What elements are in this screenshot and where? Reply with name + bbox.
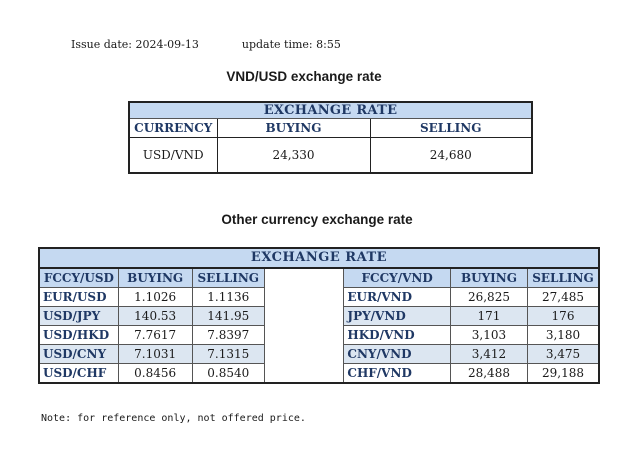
- table-row: USD/VND 24,330 24,680: [129, 137, 532, 173]
- pair-cell: USD/CHF: [39, 363, 119, 383]
- column-header-selling: SELLING: [192, 268, 266, 288]
- buying-cell: 1.1026: [118, 287, 193, 307]
- table-row: USD/CNY 7.1031 7.1315 CNY/VND 3,412 3,47…: [39, 344, 599, 364]
- vnd-usd-table: EXCHANGE RATE CURRENCY BUYING SELLING US…: [128, 101, 534, 174]
- other-rates-heading: Other currency exchange rate: [221, 212, 413, 227]
- table-row: USD/JPY 140.53 141.95 JPY/VND 171 176: [39, 306, 599, 326]
- selling-cell: 3,475: [527, 344, 599, 364]
- buying-cell: 3,412: [450, 344, 529, 364]
- pair-cell: JPY/VND: [343, 306, 451, 326]
- column-header-buying: BUYING: [450, 268, 529, 288]
- pair-cell: USD/CNY: [39, 344, 119, 364]
- buying-cell: 0.8456: [118, 363, 193, 383]
- vnd-usd-table-title: EXCHANGE RATE: [129, 102, 533, 119]
- selling-cell: 3,180: [527, 325, 599, 345]
- buying-cell: 26,825: [450, 287, 529, 307]
- column-header-selling: SELLING: [370, 118, 533, 138]
- pair-cell: CNY/VND: [343, 344, 451, 364]
- other-rates-table-title: EXCHANGE RATE: [39, 248, 599, 269]
- pair-cell: USD/HKD: [39, 325, 119, 345]
- selling-cell: 27,485: [527, 287, 599, 307]
- column-header-fccy-vnd: FCCY/VND: [343, 268, 451, 288]
- pair-cell: EUR/USD: [39, 287, 119, 307]
- selling-cell: 176: [527, 306, 599, 326]
- column-header-buying: BUYING: [118, 268, 193, 288]
- table-row: USD/HKD 7.7617 7.8397 HKD/VND 3,103 3,18…: [39, 325, 599, 345]
- buying-cell: 7.1031: [118, 344, 193, 364]
- selling-cell: 141.95: [192, 306, 266, 326]
- buying-cell: 28,488: [450, 363, 529, 383]
- table-row: USD/CHF 0.8456 0.8540 CHF/VND 28,488 29,…: [39, 363, 599, 383]
- currency-cell: USD/VND: [129, 137, 218, 173]
- pair-cell: HKD/VND: [343, 325, 451, 345]
- pair-cell: EUR/VND: [343, 287, 451, 307]
- buying-cell: 3,103: [450, 325, 529, 345]
- issue-date: 2024-09-13: [135, 38, 199, 51]
- other-rates-table: EXCHANGE RATE FCCY/USD BUYING SELLING FC…: [38, 247, 600, 384]
- pair-cell: USD/JPY: [39, 306, 119, 326]
- buying-cell: 140.53: [118, 306, 193, 326]
- update-time: 8:55: [316, 38, 341, 51]
- column-header-selling: SELLING: [527, 268, 599, 288]
- vnd-usd-heading: VND/USD exchange rate: [226, 69, 382, 84]
- update-time-label: update time:: [241, 38, 313, 51]
- column-header-currency: CURRENCY: [129, 118, 218, 138]
- spacer-cell: [264, 306, 345, 326]
- pair-cell: CHF/VND: [343, 363, 451, 383]
- selling-cell: 24,680: [429, 148, 472, 162]
- spacer-cell: [264, 325, 345, 345]
- disclaimer-note: Note: for reference only, not offered pr…: [41, 413, 306, 424]
- spacer-cell: [264, 363, 345, 383]
- spacer-cell: [264, 287, 345, 307]
- buying-cell: 7.7617: [118, 325, 193, 345]
- selling-cell: 1.1136: [192, 287, 266, 307]
- buying-cell: 24,330: [217, 137, 371, 173]
- column-header-buying: BUYING: [217, 118, 371, 138]
- selling-cell: 0.8540: [192, 363, 266, 383]
- spacer-cell: [264, 344, 345, 364]
- selling-cell: 7.8397: [192, 325, 266, 345]
- buying-cell: 171: [450, 306, 529, 326]
- issue-meta: Issue date: 2024-09-13 update time: 8:55: [71, 38, 341, 51]
- issue-date-label: Issue date:: [71, 38, 132, 51]
- column-header-fccy-usd: FCCY/USD: [39, 268, 119, 288]
- selling-cell: 29,188: [542, 366, 584, 380]
- spacer-cell: [264, 268, 345, 288]
- table-row: EUR/USD 1.1026 1.1136 EUR/VND 26,825 27,…: [39, 287, 599, 307]
- selling-cell: 7.1315: [192, 344, 266, 364]
